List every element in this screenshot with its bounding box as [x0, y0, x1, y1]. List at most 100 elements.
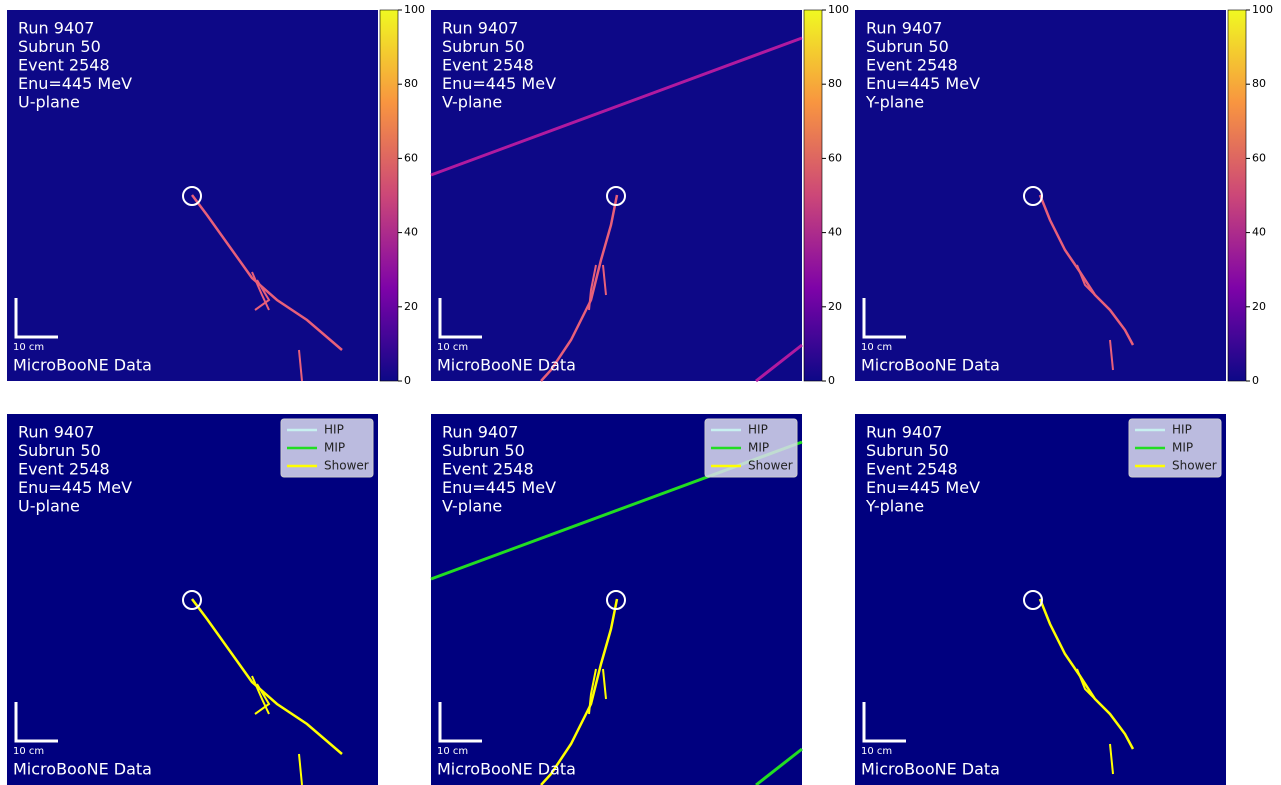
colorbar-tick-label: 60 [404, 151, 418, 164]
legend: HIP MIP Shower [280, 418, 374, 478]
shower-branch [1076, 668, 1096, 700]
shower-branch [602, 668, 607, 700]
legend-label: HIP [324, 423, 344, 437]
event-label: V-plane [442, 497, 502, 516]
colorbar-tick-label: 20 [404, 300, 418, 313]
colorbar-tick-label: 100 [404, 3, 425, 16]
event-label: Enu=445 MeV [442, 478, 556, 497]
scale-bar [438, 298, 482, 339]
shower-branch [1109, 743, 1114, 775]
colorbar-tick-label: 80 [1252, 77, 1266, 90]
event-label: Enu=445 MeV [442, 74, 556, 93]
scale-bar [862, 702, 906, 743]
legend-label: MIP [748, 441, 769, 455]
colorbar-tick-label: 80 [404, 77, 418, 90]
legend-label: Shower [324, 459, 369, 473]
watermark: MicroBooNE Data [861, 356, 1000, 375]
scale-bar [14, 298, 58, 339]
event-label: Enu=445 MeV [866, 478, 980, 497]
shower-branch [254, 279, 271, 311]
shower-branch [251, 271, 270, 311]
event-label: Event 2548 [442, 56, 534, 75]
event-label: Run 9407 [18, 19, 94, 38]
vertex-circle [182, 186, 202, 206]
scale-label: 10 cm [13, 342, 44, 353]
colorbar [379, 9, 399, 382]
shower-track [191, 194, 343, 351]
watermark: MicroBooNE Data [437, 356, 576, 375]
watermark: MicroBooNE Data [437, 760, 576, 779]
vertex-circle [1023, 186, 1043, 206]
colorbar-tick-label: 100 [828, 3, 849, 16]
shower-branch [298, 753, 303, 785]
legend: HIP MIP Shower [704, 418, 798, 478]
event-label: Subrun 50 [18, 37, 101, 56]
event-label: Y-plane [865, 497, 924, 516]
shower-branch [588, 668, 597, 715]
vertex-circle [1023, 590, 1043, 610]
scale-bar [14, 702, 58, 743]
colorbar-tick-label: 40 [828, 226, 842, 239]
scale-label: 10 cm [861, 746, 892, 757]
event-label: Enu=445 MeV [866, 74, 980, 93]
vertex-circle [606, 590, 626, 610]
cosmic-track [430, 36, 803, 177]
scale-label: 10 cm [437, 746, 468, 757]
colorbar-tick-label: 100 [1252, 3, 1273, 16]
event-label: Event 2548 [866, 56, 958, 75]
scale-label: 10 cm [437, 342, 468, 353]
shower-branch [298, 349, 303, 382]
colorbar-tick-label: 0 [1252, 374, 1259, 387]
shower-branch [602, 264, 607, 296]
shower-track [1038, 194, 1135, 346]
colorbar-tick-label: 60 [828, 151, 842, 164]
event-label: Subrun 50 [442, 37, 525, 56]
colorbar-tick-label: 80 [828, 77, 842, 90]
vertex-circle [182, 590, 202, 610]
event-label: Subrun 50 [866, 37, 949, 56]
scale-bar [438, 702, 482, 743]
shower-track [1038, 598, 1135, 750]
colorbar-tick-label: 20 [828, 300, 842, 313]
event-label: Event 2548 [442, 460, 534, 479]
scale-bar [862, 298, 906, 339]
event-label: U-plane [18, 93, 80, 112]
cosmic-track [755, 343, 803, 383]
event-label: Run 9407 [866, 19, 942, 38]
event-label: V-plane [442, 93, 502, 112]
colorbar-tick-label: 20 [1252, 300, 1266, 313]
legend-box [280, 418, 374, 478]
colorbar-tick-label: 0 [404, 374, 411, 387]
legend-label: Shower [1172, 459, 1217, 473]
watermark: MicroBooNE Data [13, 760, 152, 779]
event-label: Subrun 50 [18, 441, 101, 460]
legend-label: MIP [324, 441, 345, 455]
legend-box [1128, 418, 1222, 478]
legend-label: MIP [1172, 441, 1193, 455]
event-label: Event 2548 [866, 460, 958, 479]
shower-branch [588, 264, 597, 311]
vertex-circle [606, 186, 626, 206]
watermark: MicroBooNE Data [861, 760, 1000, 779]
event-label: Event 2548 [18, 460, 110, 479]
shower-branch [1076, 264, 1096, 296]
legend-label: Shower [748, 459, 793, 473]
cosmic-track [755, 747, 803, 785]
event-label: Run 9407 [442, 19, 518, 38]
shower-branch [1109, 339, 1114, 371]
event-label: Event 2548 [18, 56, 110, 75]
legend-label: HIP [1172, 423, 1192, 437]
colorbar [803, 9, 823, 382]
legend-box [704, 418, 798, 478]
event-label: Enu=445 MeV [18, 478, 132, 497]
watermark: MicroBooNE Data [13, 356, 152, 375]
colorbar-tick-label: 0 [828, 374, 835, 387]
shower-branch [251, 675, 270, 715]
event-label: Run 9407 [18, 423, 94, 442]
